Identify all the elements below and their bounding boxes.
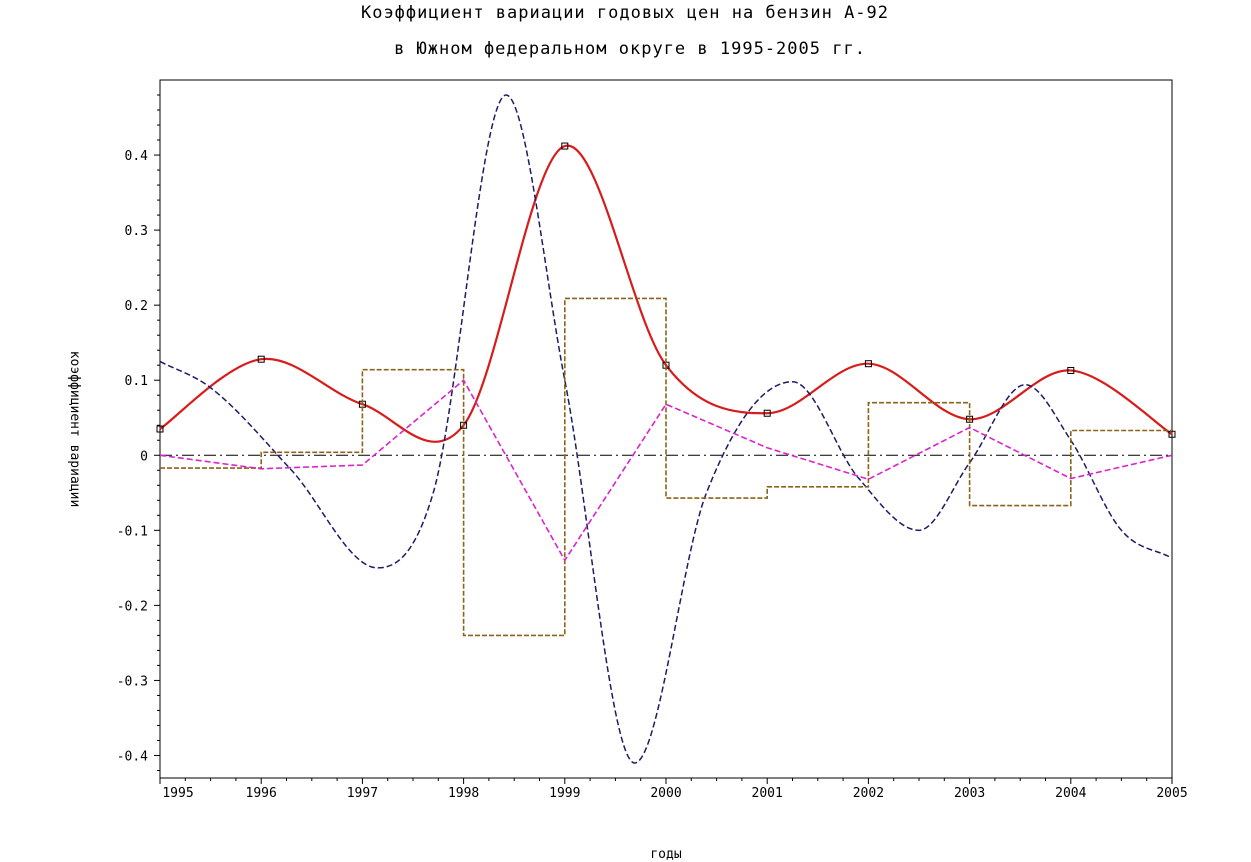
series-0-point <box>561 142 569 150</box>
x-tick-label: 2003 <box>954 786 985 801</box>
series-0-point <box>1067 366 1075 374</box>
y-tick-label: -0.4 <box>117 749 148 764</box>
y-axis: -0.4 -0.3 -0.2 -0.1 0 0.1 0.2 0.3 0.4 <box>117 94 160 771</box>
series-0-point <box>156 425 164 433</box>
series-1-line <box>159 94 1173 764</box>
x-axis: 1995 1996 1997 1998 1999 2000 2001 2002 2003 2004… <box>159 778 1188 801</box>
x-axis-label: годы <box>650 847 681 862</box>
series-2-line <box>160 297 1172 637</box>
series-0-point <box>864 360 872 368</box>
x-tick-label: 2005 <box>1156 786 1187 801</box>
series-0-point <box>460 421 468 429</box>
x-tick-label: 1998 <box>448 786 479 801</box>
chart-subtitle: в Южном федеральном округе в 1995-2005 г… <box>394 39 866 59</box>
series-0-line <box>159 144 1173 443</box>
series-0-point <box>257 355 265 363</box>
y-tick-label: 0.3 <box>125 224 148 239</box>
x-tick-label: 1995 <box>162 786 193 801</box>
y-tick-label: -0.1 <box>117 524 148 539</box>
y-tick-label: 0.2 <box>125 299 148 314</box>
y-tick-label: -0.3 <box>117 674 148 689</box>
x-tick-label: 1999 <box>549 786 580 801</box>
series-0-point <box>763 409 771 417</box>
x-tick-label: 2001 <box>752 786 783 801</box>
y-tick-label: 0.1 <box>125 374 148 389</box>
x-tick-label: 2000 <box>650 786 681 801</box>
series-3-line <box>159 378 1173 562</box>
y-axis-label: коэффициент вариации <box>67 351 82 508</box>
x-tick-label: 1997 <box>347 786 378 801</box>
series-group <box>156 94 1176 764</box>
y-tick-label: 0.4 <box>125 149 149 164</box>
y-tick-label: 0 <box>140 449 148 464</box>
x-tick-label: 2004 <box>1055 786 1086 801</box>
chart-title: Коэффициент вариации годовых цен на бенз… <box>361 3 889 23</box>
x-tick-label: 1996 <box>246 786 277 801</box>
y-tick-label: -0.2 <box>117 599 148 614</box>
series-0-point <box>966 415 974 423</box>
x-tick-label: 2002 <box>853 786 884 801</box>
